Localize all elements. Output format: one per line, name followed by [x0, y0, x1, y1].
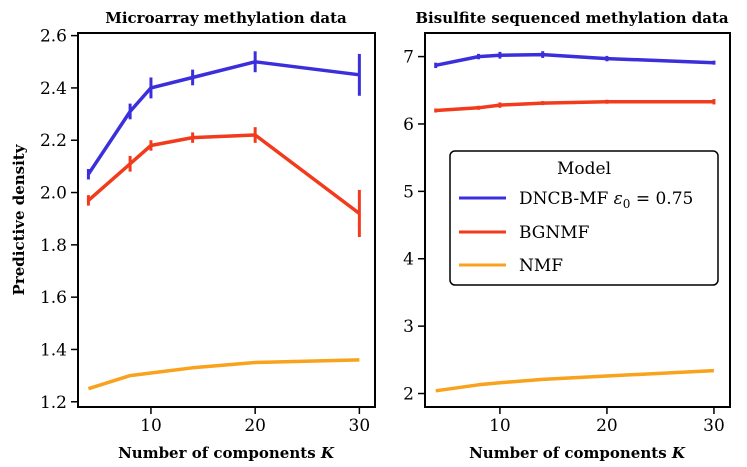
x-tick-label: 30	[703, 416, 725, 436]
chart-title: Bisulfite sequenced methylation data	[415, 9, 729, 27]
y-tick-label: 3	[403, 317, 414, 337]
legend-label-nmf: NMF	[519, 256, 563, 276]
legend: Model DNCB-MF ε0 = 0.75 BGNMF NMF	[449, 150, 719, 286]
panel-microarray: Microarray methylation data 10 20 30 1.2 1.4…	[10, 9, 376, 462]
y-tick-label: 4	[403, 250, 414, 270]
legend-label-bgnmf: BGNMF	[519, 223, 590, 243]
x-tick-label: 10	[140, 416, 162, 436]
series-line-nmf	[87, 358, 360, 391]
x-tick-label: 10	[489, 416, 511, 436]
y-tick-label: 2.6	[40, 27, 67, 47]
y-tick-label: 6	[403, 115, 414, 135]
chart-title: Microarray methylation data	[105, 9, 347, 27]
series-line-dncb-mf	[86, 60, 360, 176]
y-tick-label: 2.2	[40, 131, 67, 151]
x-tick-label: 30	[349, 416, 371, 436]
series-line-bgnmf	[87, 133, 361, 215]
y-tick-label: 2	[403, 385, 414, 405]
y-tick-label: 1.8	[40, 236, 67, 256]
y-tick-label: 5	[403, 182, 414, 202]
x-tick-label: 20	[596, 416, 618, 436]
x-axis-label: Number of components K	[469, 444, 686, 462]
plot-frame	[424, 32, 731, 408]
series-line-dncb-mf	[435, 52, 714, 68]
series-line-nmf	[435, 368, 714, 393]
x-tick-label: 20	[244, 416, 266, 436]
y-tick-label: 7	[403, 48, 414, 68]
y-tick-label: 2.0	[40, 184, 67, 204]
legend-label-dncb: DNCB-MF ε0 = 0.75	[519, 189, 693, 211]
y-tick-label: 1.6	[40, 288, 67, 308]
y-tick-label: 1.4	[40, 340, 67, 360]
y-tick-label: 1.2	[40, 393, 67, 413]
y-axis-label: Predictive density	[10, 143, 28, 295]
x-axis-label: Number of components K	[118, 444, 335, 462]
series-line-bgnmf	[435, 99, 714, 113]
plot-frame	[77, 32, 376, 408]
panel-bisulfite: Bisulfite sequenced methylation data 10 2…	[403, 9, 731, 462]
legend-title: Model	[557, 159, 611, 179]
legend-box	[449, 150, 719, 286]
y-tick-label: 2.4	[40, 79, 67, 99]
